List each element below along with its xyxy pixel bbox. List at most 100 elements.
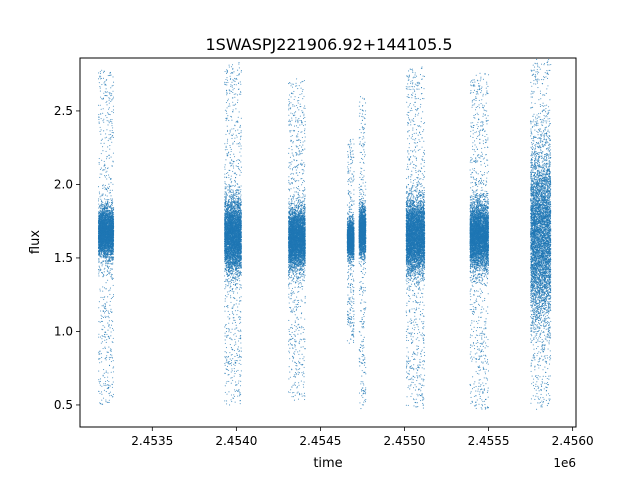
data-point	[102, 260, 104, 262]
data-point	[108, 97, 110, 99]
data-point	[106, 309, 108, 312]
data-point	[102, 246, 104, 249]
data-point	[108, 346, 110, 348]
data-point	[106, 316, 108, 318]
data-point	[104, 206, 106, 208]
data-point	[107, 140, 109, 142]
data-point	[111, 394, 113, 396]
data-point	[108, 183, 110, 185]
data-point	[110, 256, 112, 258]
data-point	[103, 251, 106, 253]
data-point	[108, 313, 110, 315]
data-point	[104, 346, 106, 348]
data-point	[110, 219, 112, 221]
data-point	[98, 211, 100, 213]
data-point	[108, 256, 110, 258]
data-point	[100, 224, 102, 226]
data-point	[106, 211, 108, 213]
data-point	[101, 204, 103, 206]
data-point	[101, 249, 103, 251]
data-point	[110, 246, 112, 248]
data-point	[110, 360, 112, 363]
data-point	[108, 216, 110, 218]
data-point	[102, 244, 104, 246]
data-point	[98, 275, 100, 277]
data-point	[99, 232, 101, 234]
data-point	[100, 200, 103, 203]
data-point	[112, 247, 114, 249]
data-point	[104, 91, 106, 93]
data-point	[106, 226, 108, 228]
data-point	[105, 359, 107, 361]
data-point	[99, 321, 101, 323]
data-point	[105, 95, 107, 97]
data-point	[112, 235, 114, 237]
data-point	[237, 186, 239, 188]
data-point	[97, 237, 100, 239]
data-point	[108, 176, 110, 178]
data-point	[109, 243, 111, 245]
data-point	[99, 219, 101, 221]
data-point	[98, 72, 100, 74]
data-point	[109, 304, 111, 306]
data-point	[110, 227, 112, 229]
data-point	[105, 239, 108, 241]
data-point	[106, 178, 108, 180]
data-point	[110, 182, 112, 184]
data-point	[109, 251, 111, 253]
data-point	[108, 257, 110, 259]
data-point	[99, 248, 101, 250]
data-point	[98, 118, 100, 120]
data-point	[110, 308, 112, 310]
data-point	[111, 85, 113, 87]
data-point	[110, 244, 112, 246]
data-point	[100, 216, 102, 218]
data-point	[99, 104, 101, 106]
data-point	[112, 258, 114, 260]
data-point	[111, 319, 113, 322]
data-point	[102, 248, 104, 250]
data-point	[103, 142, 105, 144]
data-point	[98, 228, 100, 230]
data-point	[111, 198, 114, 200]
data-point	[113, 81, 115, 83]
data-point	[102, 207, 104, 209]
data-point	[102, 146, 104, 148]
data-point	[109, 204, 112, 206]
data-point	[111, 218, 113, 220]
data-point	[112, 152, 114, 154]
data-point	[99, 268, 101, 270]
data-point	[111, 396, 113, 398]
data-point	[104, 176, 106, 178]
data-point	[106, 95, 108, 97]
data-point	[109, 214, 111, 216]
data-point	[108, 263, 110, 265]
data-point	[230, 189, 232, 191]
data-point	[109, 137, 112, 139]
data-point	[103, 369, 105, 371]
data-point	[104, 316, 107, 319]
data-point	[112, 217, 115, 219]
data-point	[112, 337, 114, 339]
data-point	[112, 381, 114, 383]
data-point	[108, 320, 110, 322]
data-point	[106, 387, 108, 389]
data-point	[111, 129, 113, 132]
data-point	[100, 317, 102, 320]
data-point	[109, 350, 111, 352]
data-point	[100, 228, 102, 231]
data-point	[108, 271, 110, 273]
data-point	[99, 196, 101, 198]
data-point	[99, 382, 101, 384]
data-point	[104, 336, 107, 338]
data-point	[98, 333, 100, 335]
data-point	[101, 385, 103, 387]
data-point	[112, 371, 115, 373]
data-point	[109, 289, 111, 291]
data-point	[103, 216, 105, 218]
data-point	[112, 259, 114, 261]
data-point	[109, 247, 111, 249]
data-point	[104, 243, 106, 245]
data-point	[99, 384, 101, 386]
data-point	[107, 336, 109, 338]
